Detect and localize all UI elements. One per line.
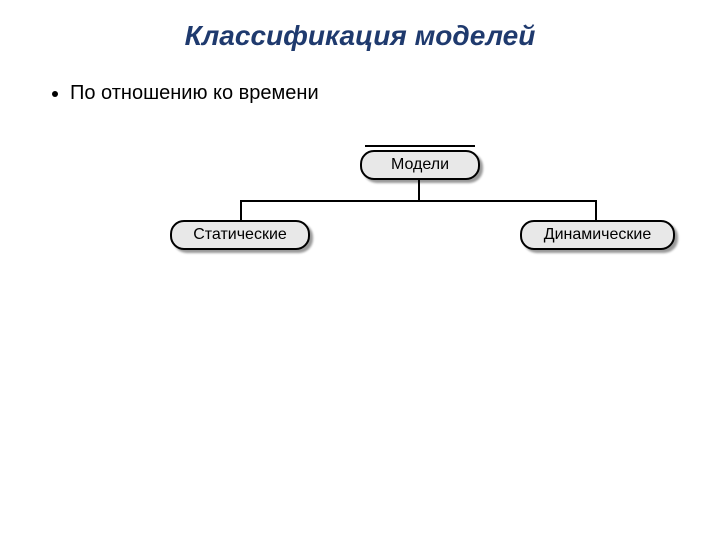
connector-line [240, 200, 597, 202]
bullet-list: По отношению ко времени [0, 52, 720, 105]
connector-line [240, 200, 242, 220]
node-child-1: Динамические [520, 220, 675, 250]
slide-title: Классификация моделей [0, 0, 720, 52]
connector-line [595, 200, 597, 220]
node-root: Модели [360, 150, 480, 180]
bullet-item: По отношению ко времени [70, 82, 720, 105]
connector-line [418, 180, 420, 202]
node-child-0: Статические [170, 220, 310, 250]
diagram: Модели Статические Динамические [145, 145, 695, 275]
connector-line [365, 145, 475, 147]
